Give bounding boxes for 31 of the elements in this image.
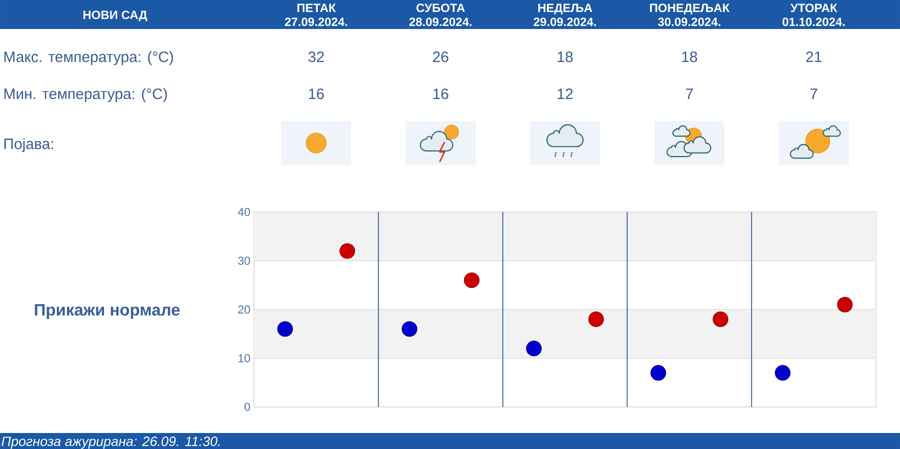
text: 29.09.2024. (534, 18, 596, 26)
data-label: 18 (558, 52, 573, 62)
text: Прикажи нормале (34, 304, 180, 319)
text: УТОРАК (790, 4, 838, 12)
text: НОВИ САД (83, 10, 148, 22)
text: 01.10.2024. (782, 18, 845, 26)
y-tick-label: 10 (238, 354, 250, 362)
data-label: 7 (686, 88, 693, 99)
text: 27.09.2024. (284, 18, 348, 26)
y-tick-label: 30 (238, 256, 250, 265)
data-label: 18 (682, 52, 698, 62)
text: СУБОТА (416, 4, 465, 12)
text: НЕДЕЉА (538, 4, 592, 14)
data-label: 12 (558, 88, 573, 99)
data-label: 16 (309, 88, 324, 100)
text: Појава: (4, 138, 53, 152)
text: ПОНЕДЕЉАК (650, 4, 730, 14)
y-tick-label: 40 (238, 208, 250, 216)
data-label: 16 (433, 88, 448, 100)
text: ПЕТАК (297, 4, 336, 12)
y-tick-label: 0 (244, 402, 250, 412)
text: 30.09.2024. (658, 18, 720, 26)
text: Прогноза ажурирана: 26.09. 11:30. (2, 436, 220, 449)
text: Макс. температура: (°C) (4, 51, 174, 66)
text: Мин. температура: (°C) (4, 88, 167, 102)
data-label: 21 (806, 52, 822, 62)
y-tick-label: 20 (238, 305, 250, 314)
data-label: 26 (433, 52, 448, 62)
text: 28.09.2024. (409, 18, 472, 26)
data-label: 32 (308, 52, 324, 62)
data-label: 7 (810, 88, 818, 99)
